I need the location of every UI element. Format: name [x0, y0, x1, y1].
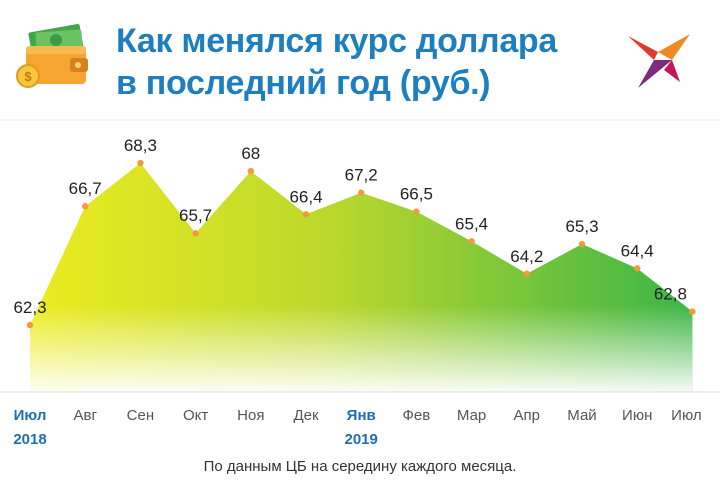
data-label: 64,2 — [510, 247, 543, 266]
x-tick-label: Июл — [671, 407, 701, 424]
data-point — [82, 203, 89, 210]
data-point — [468, 238, 475, 245]
data-point — [523, 270, 530, 277]
x-tick-label: Апр — [514, 407, 540, 424]
source-note: По данным ЦБ на середину каждого месяца. — [203, 458, 517, 475]
data-point — [578, 240, 586, 248]
header: $ Как менялся курс доллара в последний г… — [0, 0, 720, 118]
title-line-2: в последний год (руб.) — [116, 64, 491, 102]
data-label: 64,4 — [621, 241, 654, 260]
data-point — [26, 321, 34, 329]
data-point — [192, 230, 199, 237]
x-tick-label: Фев — [403, 407, 431, 424]
data-label: 67,2 — [345, 166, 378, 185]
data-point — [634, 265, 641, 272]
x-tick-label: Июл — [14, 407, 47, 424]
x-tick-label: Ноя — [237, 407, 264, 424]
data-label: 66,4 — [289, 187, 322, 206]
data-label: 65,3 — [565, 217, 598, 236]
x-tick-label: Авг — [73, 407, 97, 424]
series-area-fade — [30, 163, 693, 392]
data-label: 62,8 — [654, 285, 687, 304]
data-label: 66,7 — [69, 179, 102, 198]
data-point — [247, 167, 254, 175]
x-tick-label: Дек — [293, 407, 319, 424]
title-line-1: Как менялся курс доллара — [116, 22, 558, 60]
data-label: 65,4 — [455, 214, 488, 233]
data-label: 66,5 — [400, 185, 433, 204]
x-tick-label: Сен — [127, 407, 154, 424]
data-label: 62,3 — [13, 298, 46, 317]
data-label: 68 — [241, 144, 260, 163]
x-tick-label: Июн — [622, 407, 652, 424]
data-label: 65,7 — [179, 206, 212, 225]
x-year-label: 2019 — [345, 431, 378, 448]
bird-logo-icon — [628, 34, 690, 88]
x-tick-label: Май — [567, 407, 596, 424]
x-year-label: 2018 — [13, 431, 46, 448]
x-tick-label: Янв — [347, 407, 376, 424]
data-label: 68,3 — [124, 136, 157, 155]
data-point — [358, 189, 365, 196]
chart-title: Как менялся курс доллара в последний год… — [116, 20, 557, 104]
x-tick-label: Мар — [457, 407, 486, 424]
data-point — [689, 308, 696, 315]
x-tick-label: Окт — [183, 407, 208, 424]
data-point — [413, 208, 420, 215]
data-point — [302, 211, 310, 218]
data-point — [137, 159, 144, 167]
wallet-with-money-icon: $ — [16, 23, 88, 88]
svg-text:$: $ — [24, 69, 32, 84]
